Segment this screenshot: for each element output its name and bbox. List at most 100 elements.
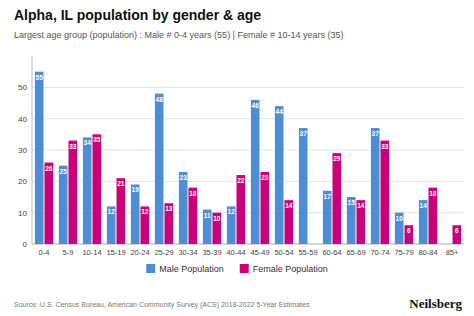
data-label: 10 bbox=[213, 215, 221, 222]
legend-label: Male Population bbox=[159, 264, 224, 274]
data-label: 19 bbox=[132, 186, 140, 193]
data-label: 18 bbox=[429, 190, 437, 197]
data-label: 10 bbox=[396, 215, 404, 222]
data-label: 25 bbox=[60, 168, 68, 175]
data-label: 26 bbox=[45, 165, 53, 172]
data-label: 22 bbox=[237, 177, 245, 184]
bar bbox=[83, 137, 92, 244]
x-tick-label: 70-74 bbox=[370, 248, 389, 257]
y-tick-label: 30 bbox=[18, 146, 27, 155]
legend-item: Female Population bbox=[240, 264, 328, 274]
legend-item: Male Population bbox=[146, 264, 224, 274]
data-label: 17 bbox=[324, 193, 332, 200]
y-tick-label: 20 bbox=[18, 177, 27, 186]
data-label: 46 bbox=[252, 102, 260, 109]
bar bbox=[179, 172, 188, 244]
grid-line bbox=[32, 118, 464, 119]
x-tick-label: 80-84 bbox=[418, 248, 437, 257]
data-label: 14 bbox=[357, 202, 365, 209]
bar bbox=[93, 134, 102, 244]
bar bbox=[107, 206, 116, 244]
data-label: 11 bbox=[204, 212, 211, 219]
y-tick-label: 50 bbox=[18, 83, 27, 92]
bar bbox=[165, 203, 174, 244]
bar bbox=[309, 244, 318, 245]
bar bbox=[189, 188, 198, 244]
x-tick-label: 55-59 bbox=[298, 248, 317, 257]
data-label: 44 bbox=[276, 108, 284, 115]
x-tick-label: 0-4 bbox=[39, 248, 50, 257]
x-tick-label: 15-19 bbox=[106, 248, 125, 257]
bar bbox=[275, 106, 284, 244]
x-tick-label: 25-29 bbox=[154, 248, 173, 257]
x-tick-label: 20-24 bbox=[130, 248, 149, 257]
bar bbox=[333, 153, 342, 244]
x-tick-label: 10-14 bbox=[82, 248, 101, 257]
data-label: 14 bbox=[285, 202, 293, 209]
data-label: 12 bbox=[228, 208, 236, 215]
x-tick-label: 50-54 bbox=[274, 248, 293, 257]
legend-label: Female Population bbox=[253, 264, 328, 274]
data-label: 18 bbox=[189, 190, 197, 197]
bar bbox=[117, 178, 126, 244]
title: Alpha, IL population by gender & age bbox=[14, 7, 261, 23]
bar bbox=[237, 175, 246, 244]
bar bbox=[35, 72, 44, 244]
bar bbox=[285, 200, 294, 244]
data-label: 33 bbox=[69, 143, 77, 150]
bar bbox=[357, 200, 366, 244]
y-axis-line bbox=[32, 56, 33, 244]
x-tick-label: 40-44 bbox=[226, 248, 245, 257]
data-label: 6 bbox=[407, 227, 411, 234]
data-label: 13 bbox=[165, 205, 173, 212]
bar bbox=[203, 210, 212, 244]
bar bbox=[381, 141, 390, 244]
data-label: 34 bbox=[84, 139, 92, 146]
data-label: 33 bbox=[381, 143, 389, 150]
data-label: 12 bbox=[141, 208, 149, 215]
data-label: 37 bbox=[372, 130, 380, 137]
x-tick-label: 5-9 bbox=[63, 248, 74, 257]
y-tick-label: 40 bbox=[18, 115, 27, 124]
bar bbox=[405, 225, 414, 244]
grid-line bbox=[32, 87, 464, 88]
bar bbox=[453, 225, 462, 244]
bar bbox=[155, 94, 164, 244]
bar bbox=[141, 206, 150, 244]
data-label: 37 bbox=[300, 130, 308, 137]
x-tick-label: 75-79 bbox=[394, 248, 413, 257]
branding: Neilsberg bbox=[409, 296, 462, 311]
x-tick-label: 60-64 bbox=[322, 248, 341, 257]
x-tick-label: 35-39 bbox=[202, 248, 221, 257]
data-label: 35 bbox=[93, 136, 101, 143]
bar bbox=[59, 166, 68, 244]
x-tick-label: 30-34 bbox=[178, 248, 197, 257]
bar bbox=[299, 128, 308, 244]
bar bbox=[371, 128, 380, 244]
x-tick-label: 65-69 bbox=[346, 248, 365, 257]
subtitle: Largest age group (population) : Male # … bbox=[14, 30, 344, 40]
bar bbox=[227, 206, 236, 244]
data-label: 55 bbox=[36, 74, 44, 81]
data-label: 23 bbox=[261, 174, 269, 181]
bar bbox=[443, 244, 452, 245]
x-tick-label: 85+ bbox=[446, 248, 459, 257]
bar bbox=[213, 213, 222, 244]
data-label: 14 bbox=[420, 202, 428, 209]
data-label: 12 bbox=[108, 208, 116, 215]
y-tick-label: 10 bbox=[18, 209, 27, 218]
data-label: 48 bbox=[156, 96, 164, 103]
bars bbox=[35, 72, 461, 244]
bar bbox=[251, 100, 260, 244]
legend-swatch bbox=[146, 264, 155, 273]
bar bbox=[323, 191, 332, 244]
legend-swatch bbox=[240, 264, 249, 273]
data-label: 23 bbox=[180, 174, 188, 181]
data-label: 29 bbox=[333, 155, 341, 162]
y-tick-label: 0 bbox=[23, 240, 28, 249]
bar bbox=[429, 188, 438, 244]
source: Source: U.S. Census Bureau, American Com… bbox=[14, 301, 310, 309]
x-tick-label: 45-49 bbox=[250, 248, 269, 257]
data-label: 21 bbox=[117, 180, 125, 187]
data-labels: 5525341219482311124644371715371014263335… bbox=[36, 74, 459, 235]
